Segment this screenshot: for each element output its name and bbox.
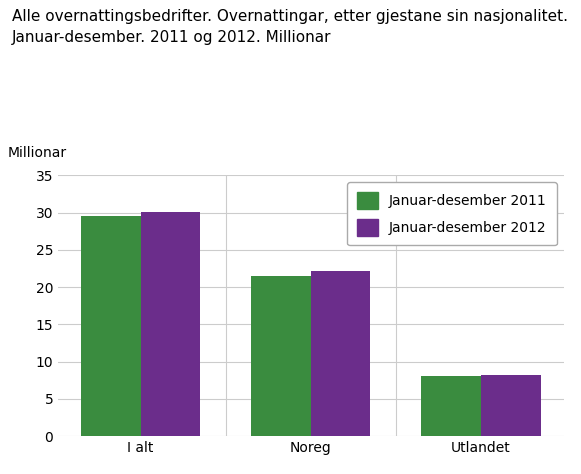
Bar bbox=[251, 276, 311, 436]
Text: Millionar: Millionar bbox=[8, 146, 67, 160]
Bar bbox=[481, 375, 540, 436]
Bar bbox=[141, 212, 200, 436]
Bar bbox=[81, 216, 141, 436]
Legend: Januar-desember 2011, Januar-desember 2012: Januar-desember 2011, Januar-desember 20… bbox=[347, 182, 557, 246]
Text: Alle overnattingsbedrifter. Overnattingar, etter gjestane sin nasjonalitet.
Janu: Alle overnattingsbedrifter. Overnattinga… bbox=[12, 9, 568, 46]
Bar bbox=[311, 272, 371, 436]
Bar bbox=[421, 376, 481, 436]
